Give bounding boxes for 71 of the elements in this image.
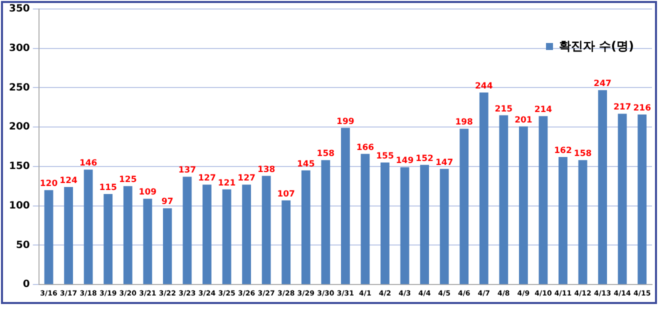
bar — [64, 186, 73, 284]
data-label: 120 — [40, 179, 58, 190]
data-label: 109 — [138, 188, 157, 198]
y-tick-label: 100 — [9, 200, 30, 212]
data-label: 198 — [455, 118, 474, 128]
bar — [44, 190, 54, 284]
data-label: 97 — [162, 197, 174, 208]
data-label: 216 — [633, 103, 652, 114]
bar — [222, 189, 232, 284]
data-label: 247 — [594, 79, 612, 90]
data-label: 107 — [277, 189, 296, 200]
data-label: 137 — [178, 166, 196, 176]
bar — [460, 128, 469, 284]
bar — [104, 194, 113, 284]
data-label: 138 — [257, 164, 276, 175]
data-label: 125 — [119, 175, 137, 186]
data-label: 147 — [435, 158, 454, 168]
data-label: 149 — [396, 156, 414, 166]
bar — [340, 128, 350, 284]
bar — [400, 167, 410, 284]
bar — [618, 114, 627, 284]
bar — [282, 200, 291, 284]
bar — [420, 164, 429, 284]
y-tick-label: 150 — [9, 161, 30, 172]
y-tick-label: 50 — [16, 240, 30, 251]
data-label: 158 — [316, 149, 335, 160]
data-label: 162 — [554, 146, 572, 156]
y-tick-label: 200 — [9, 122, 30, 133]
bar — [558, 157, 568, 284]
y-tick-label: 0 — [22, 279, 30, 290]
data-label: 115 — [99, 183, 118, 193]
data-label: 215 — [494, 104, 513, 114]
data-label: 152 — [416, 154, 434, 164]
bar — [143, 198, 152, 284]
bar — [578, 160, 588, 284]
bar — [638, 114, 647, 284]
bar — [479, 92, 488, 284]
bar — [162, 208, 172, 284]
data-label: 146 — [79, 158, 98, 169]
data-label: 145 — [297, 159, 315, 170]
data-label: 127 — [198, 174, 216, 184]
data-label: 214 — [534, 105, 552, 116]
bar — [518, 126, 528, 284]
bar — [262, 176, 271, 284]
y-tick-label: 350 — [9, 4, 30, 15]
y-tick-label: 250 — [9, 82, 30, 94]
data-label: 166 — [356, 142, 374, 153]
data-label: 201 — [514, 115, 532, 126]
bar — [182, 176, 192, 284]
bar — [440, 168, 449, 284]
legend-label: 확진자 수(명) — [558, 38, 634, 55]
bar — [84, 170, 93, 284]
data-label: 124 — [60, 176, 78, 186]
bar — [538, 116, 548, 284]
bar — [301, 170, 310, 284]
bar — [242, 184, 251, 284]
bar — [499, 115, 508, 284]
data-label: 217 — [613, 102, 632, 113]
bar — [360, 154, 370, 284]
bar — [321, 160, 330, 284]
y-tick-label: 300 — [9, 42, 30, 54]
data-label: 127 — [238, 174, 256, 184]
data-label: 158 — [574, 149, 592, 160]
data-label: 244 — [475, 81, 493, 92]
data-label: 199 — [336, 116, 354, 127]
bar — [202, 184, 212, 284]
bar — [380, 162, 390, 284]
data-label: 121 — [218, 178, 236, 188]
data-label: 155 — [376, 152, 394, 162]
bar — [123, 186, 132, 284]
bar — [598, 90, 608, 284]
